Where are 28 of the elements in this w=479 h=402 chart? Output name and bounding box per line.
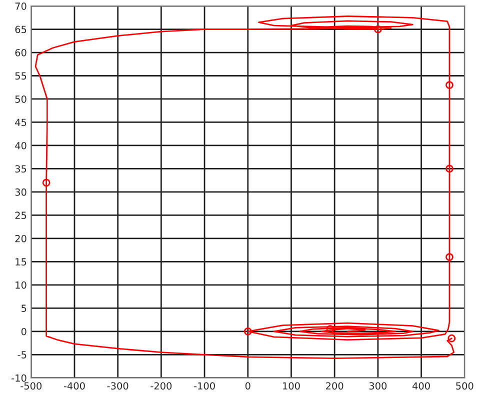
x-tick-label: -400: [64, 382, 85, 390]
y-tick-label: 25: [15, 212, 26, 220]
x-tick-label: -100: [194, 382, 215, 390]
y-tick-label: 45: [15, 118, 26, 126]
y-tick-label: -10: [12, 374, 26, 382]
x-tick-label: -500: [20, 382, 42, 390]
y-tick-label: 15: [16, 258, 26, 266]
x-tick-label: 200: [326, 382, 344, 390]
y-tick-label: 65: [15, 26, 26, 34]
y-tick-label: 60: [15, 48, 26, 56]
y-tick-label: 70: [15, 2, 26, 10]
y-tick-label: 40: [15, 142, 26, 150]
x-tick-label: 400: [412, 382, 430, 390]
y-tick-label: 20: [15, 234, 26, 242]
x-tick-label: 100: [283, 382, 300, 390]
x-tick-label: -200: [150, 382, 172, 390]
y-tick-label: 5: [22, 304, 26, 312]
y-tick-label: 30: [15, 188, 26, 196]
y-tick-label: 55: [15, 72, 26, 80]
x-tick-label: 500: [456, 382, 474, 390]
y-tick-label: 35: [15, 165, 26, 173]
x-tick-label: 0: [245, 382, 250, 390]
x-tick-label: 300: [369, 382, 387, 390]
y-tick-label: 50: [15, 95, 26, 103]
y-tick-label: 0: [21, 328, 26, 336]
y-tick-label: -5: [18, 351, 26, 358]
y-tick-label: 10: [16, 281, 26, 289]
x-tick-label: -300: [107, 382, 128, 390]
